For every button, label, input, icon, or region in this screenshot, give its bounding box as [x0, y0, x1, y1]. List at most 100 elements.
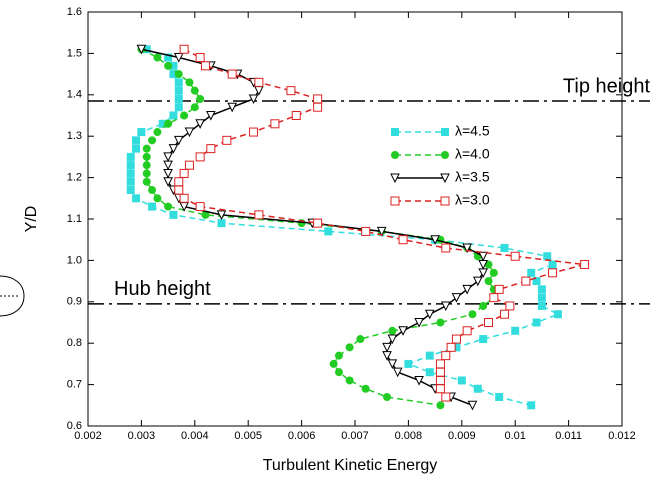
- marker: [249, 127, 259, 137]
- marker: [206, 144, 216, 154]
- marker: [329, 359, 338, 368]
- marker: [553, 310, 562, 319]
- marker: [478, 268, 488, 278]
- marker: [270, 119, 280, 129]
- x-axis-label: Turbulent Kinetic Energy: [263, 457, 438, 474]
- marker: [164, 119, 173, 128]
- marker: [324, 227, 333, 236]
- marker: [462, 326, 472, 336]
- marker: [424, 309, 435, 320]
- marker: [334, 351, 343, 360]
- marker: [441, 243, 451, 253]
- marker: [168, 144, 179, 154]
- legend-marker: [391, 151, 399, 159]
- marker: [500, 309, 510, 319]
- marker: [164, 61, 173, 70]
- marker: [195, 152, 205, 162]
- marker: [163, 177, 173, 187]
- legend-marker: [440, 196, 450, 206]
- legend-marker: [390, 196, 400, 206]
- marker: [291, 111, 301, 120]
- marker: [185, 78, 194, 87]
- marker: [174, 70, 183, 79]
- marker: [184, 160, 194, 170]
- marker: [174, 94, 183, 103]
- marker: [435, 375, 445, 385]
- marker: [169, 61, 178, 70]
- series: [174, 44, 590, 402]
- marker: [345, 343, 354, 352]
- marker: [398, 326, 408, 336]
- marker: [132, 194, 141, 203]
- marker: [537, 285, 546, 294]
- marker: [435, 359, 445, 369]
- x-tick-label: 0.009: [448, 430, 476, 442]
- marker: [169, 210, 178, 219]
- marker: [435, 367, 445, 377]
- marker: [478, 260, 488, 270]
- marker: [137, 128, 146, 137]
- marker: [153, 194, 162, 203]
- marker: [126, 177, 135, 186]
- marker: [174, 177, 184, 187]
- marker: [148, 136, 157, 145]
- marker: [163, 152, 173, 163]
- marker: [206, 111, 216, 121]
- legend-entry: λ=3.5: [390, 169, 490, 185]
- marker: [200, 61, 210, 71]
- marker: [227, 102, 237, 113]
- x-tick-label: 0.008: [395, 430, 423, 442]
- plot-frame: [87, 11, 623, 427]
- marker: [196, 94, 205, 103]
- legend-entry: λ=4.0: [391, 146, 490, 162]
- marker: [451, 293, 462, 303]
- marker: [164, 53, 173, 62]
- x-tick-label: 0.006: [288, 430, 316, 442]
- marker: [222, 135, 232, 145]
- marker: [180, 111, 189, 120]
- y-tick-label: 0.8: [67, 337, 82, 349]
- x-tick-label: 0.01: [504, 430, 525, 442]
- legend-marker: [441, 128, 449, 136]
- marker: [489, 293, 499, 303]
- legend-marker: [390, 173, 400, 184]
- marker: [388, 326, 397, 335]
- marker: [510, 251, 520, 261]
- legend-marker: [441, 151, 449, 159]
- marker: [527, 268, 536, 277]
- marker: [532, 318, 541, 327]
- marker: [174, 103, 183, 112]
- marker: [195, 119, 205, 129]
- marker: [217, 219, 226, 228]
- marker: [216, 210, 227, 220]
- marker: [537, 293, 546, 302]
- y-tick-label: 1.1: [67, 213, 82, 225]
- marker: [179, 168, 189, 178]
- marker: [313, 94, 323, 104]
- marker: [441, 392, 451, 402]
- x-tick-label: 0.012: [608, 430, 636, 442]
- marker: [190, 86, 199, 95]
- marker: [174, 78, 183, 87]
- marker: [479, 301, 488, 310]
- marker: [495, 393, 504, 402]
- marker: [126, 152, 135, 161]
- marker: [543, 252, 552, 261]
- marker: [184, 127, 195, 138]
- marker: [580, 260, 590, 270]
- y-axis-label: Y/D: [23, 206, 40, 233]
- marker: [478, 251, 488, 262]
- marker: [195, 53, 205, 63]
- marker: [148, 202, 157, 211]
- marker: [313, 102, 323, 112]
- marker: [334, 368, 343, 377]
- marker: [190, 103, 199, 112]
- marker: [142, 152, 151, 161]
- y-tick-label: 0.7: [67, 379, 82, 391]
- marker: [361, 384, 370, 393]
- legend-entry: λ=3.0: [390, 192, 490, 208]
- marker: [173, 53, 184, 63]
- marker: [392, 367, 403, 378]
- marker: [468, 310, 477, 319]
